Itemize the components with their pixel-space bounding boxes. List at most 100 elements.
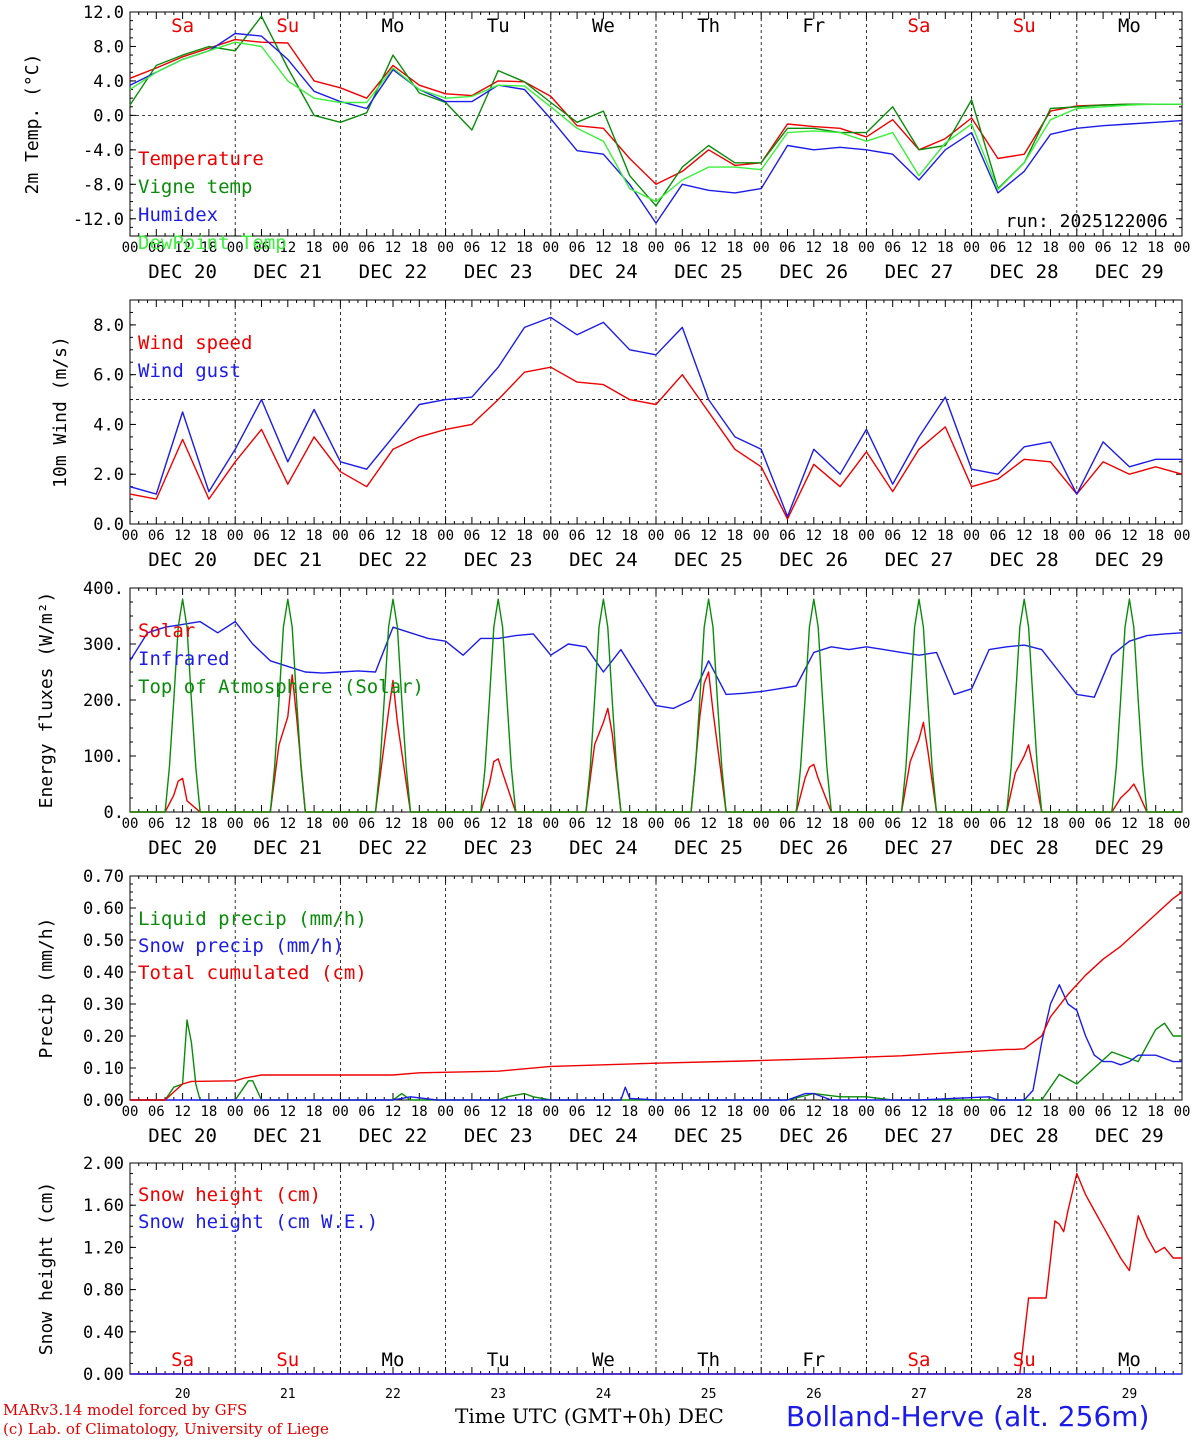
series-line-wind-gust [129,316,1182,518]
y-tick-label: 0.80 [83,1281,124,1301]
x-day-number: 27 [911,1387,927,1402]
x-hour-label: 06 [989,240,1006,256]
x-hour-label: 00 [332,528,349,544]
x-hour-label: 00 [1174,1104,1191,1120]
legend-entry: Wind speed [138,332,252,354]
x-date-label: DEC 23 [464,837,533,859]
x-hour-label: 18 [1042,1104,1059,1120]
x-hour-label: 12 [911,1104,928,1120]
x-date-label: DEC 25 [674,549,743,571]
day-name-label: We [592,15,615,37]
x-hour-label: 06 [989,528,1006,544]
x-hour-label: 18 [832,1104,849,1120]
x-hour-label: 18 [516,240,533,256]
y-axis-title: 10m Wind (m/s) [50,336,71,488]
x-hour-label: 00 [437,240,454,256]
x-hour-label: 06 [463,240,480,256]
day-name-label: Mo [1118,15,1141,37]
panel-2 [129,299,1183,525]
x-hour-label: 00 [963,1104,980,1120]
x-hour-label: 00 [858,1104,875,1120]
series-line-total-cumulated-cm- [130,891,1183,1101]
x-hour-label: 18 [726,1104,743,1120]
day-name-label: Fr [802,1349,825,1371]
x-hour-label: 12 [385,1104,402,1120]
x-hour-label: 12 [1121,1104,1138,1120]
series-line-snow-precip-mm-h- [130,984,1182,1101]
x-hour-label: 12 [385,528,402,544]
x-hour-label: 18 [621,1104,638,1120]
x-hour-label: 12 [911,240,928,256]
legend-entry: Wind gust [138,360,241,382]
x-hour-label: 00 [122,816,139,832]
panel-1 [129,11,1183,237]
x-hour-label: 18 [516,1104,533,1120]
series-line-snow-height-cm- [130,1172,1182,1375]
x-hour-label: 00 [1068,816,1085,832]
x-hour-label: 00 [227,1104,244,1120]
station-name: Bolland-Herve (alt. 256m) [786,1400,1150,1433]
x-hour-label: 00 [648,1104,665,1120]
x-date-label: DEC 27 [885,1125,954,1147]
x-hour-label: 18 [937,816,954,832]
x-hour-label: 06 [884,1104,901,1120]
x-hour-label: 12 [174,1104,191,1120]
x-hour-label: 06 [884,816,901,832]
plot-frame [129,11,1183,237]
x-hour-label: 00 [122,528,139,544]
x-date-label: DEC 20 [148,837,217,859]
x-hour-label: 00 [1174,240,1191,256]
y-tick-label: 4.0 [93,72,124,92]
y-tick-label: 200. [83,691,124,711]
y-tick-label: 300. [83,635,124,655]
x-hour-label: 18 [1042,240,1059,256]
x-hour-label: 18 [411,816,428,832]
x-date-label: DEC 24 [569,1125,638,1147]
x-hour-label: 18 [937,528,954,544]
day-name-label: Su [276,1349,299,1371]
x-hour-label: 06 [253,528,270,544]
x-hour-label: 06 [463,528,480,544]
panel-5 [129,1162,1183,1375]
x-hour-label: 18 [1042,528,1059,544]
series-line-temperature [129,38,1182,186]
x-hour-label: 12 [911,528,928,544]
x-hour-label: 06 [358,528,375,544]
x-hour-label: 00 [753,240,770,256]
x-date-label: DEC 23 [464,549,533,571]
x-date-label: DEC 29 [1095,549,1164,571]
run-label: run: 2025122006 [1005,211,1168,232]
x-day-number: 20 [175,1387,191,1402]
x-date-label: DEC 24 [569,837,638,859]
x-hour-label: 00 [753,528,770,544]
series-line-wind-speed [129,366,1183,520]
x-hour-label: 06 [463,816,480,832]
x-hour-label: 00 [227,240,244,256]
day-name-label: Sa [908,15,931,37]
x-date-label: DEC 28 [990,261,1059,283]
x-date-label: DEC 20 [148,1125,217,1147]
lab-credit: (c) Lab. of Climatology, University of L… [3,1420,329,1438]
x-date-label: DEC 21 [253,1125,322,1147]
day-name-label: Tu [487,15,510,37]
x-hour-label: 18 [1147,240,1164,256]
day-name-label: Sa [908,1349,931,1371]
x-hour-label: 06 [148,1104,165,1120]
x-date-label: DEC 21 [253,837,322,859]
day-name-label: Tu [487,1349,510,1371]
x-hour-label: 00 [542,816,559,832]
y-tick-label: 2.0 [93,465,124,485]
legend-entry: Temperature [138,148,264,170]
series-line-infrared [129,620,1183,710]
x-hour-label: 12 [174,240,191,256]
day-name-label: Th [697,15,720,37]
x-hour-label: 06 [989,816,1006,832]
x-hour-label: 00 [753,1104,770,1120]
x-hour-label: 06 [1095,528,1112,544]
x-hour-label: 06 [358,816,375,832]
x-hour-label: 18 [937,1104,954,1120]
y-tick-label: 6.0 [93,366,124,386]
x-date-label: DEC 23 [464,1125,533,1147]
x-hour-label: 12 [595,528,612,544]
x-hour-label: 18 [621,816,638,832]
